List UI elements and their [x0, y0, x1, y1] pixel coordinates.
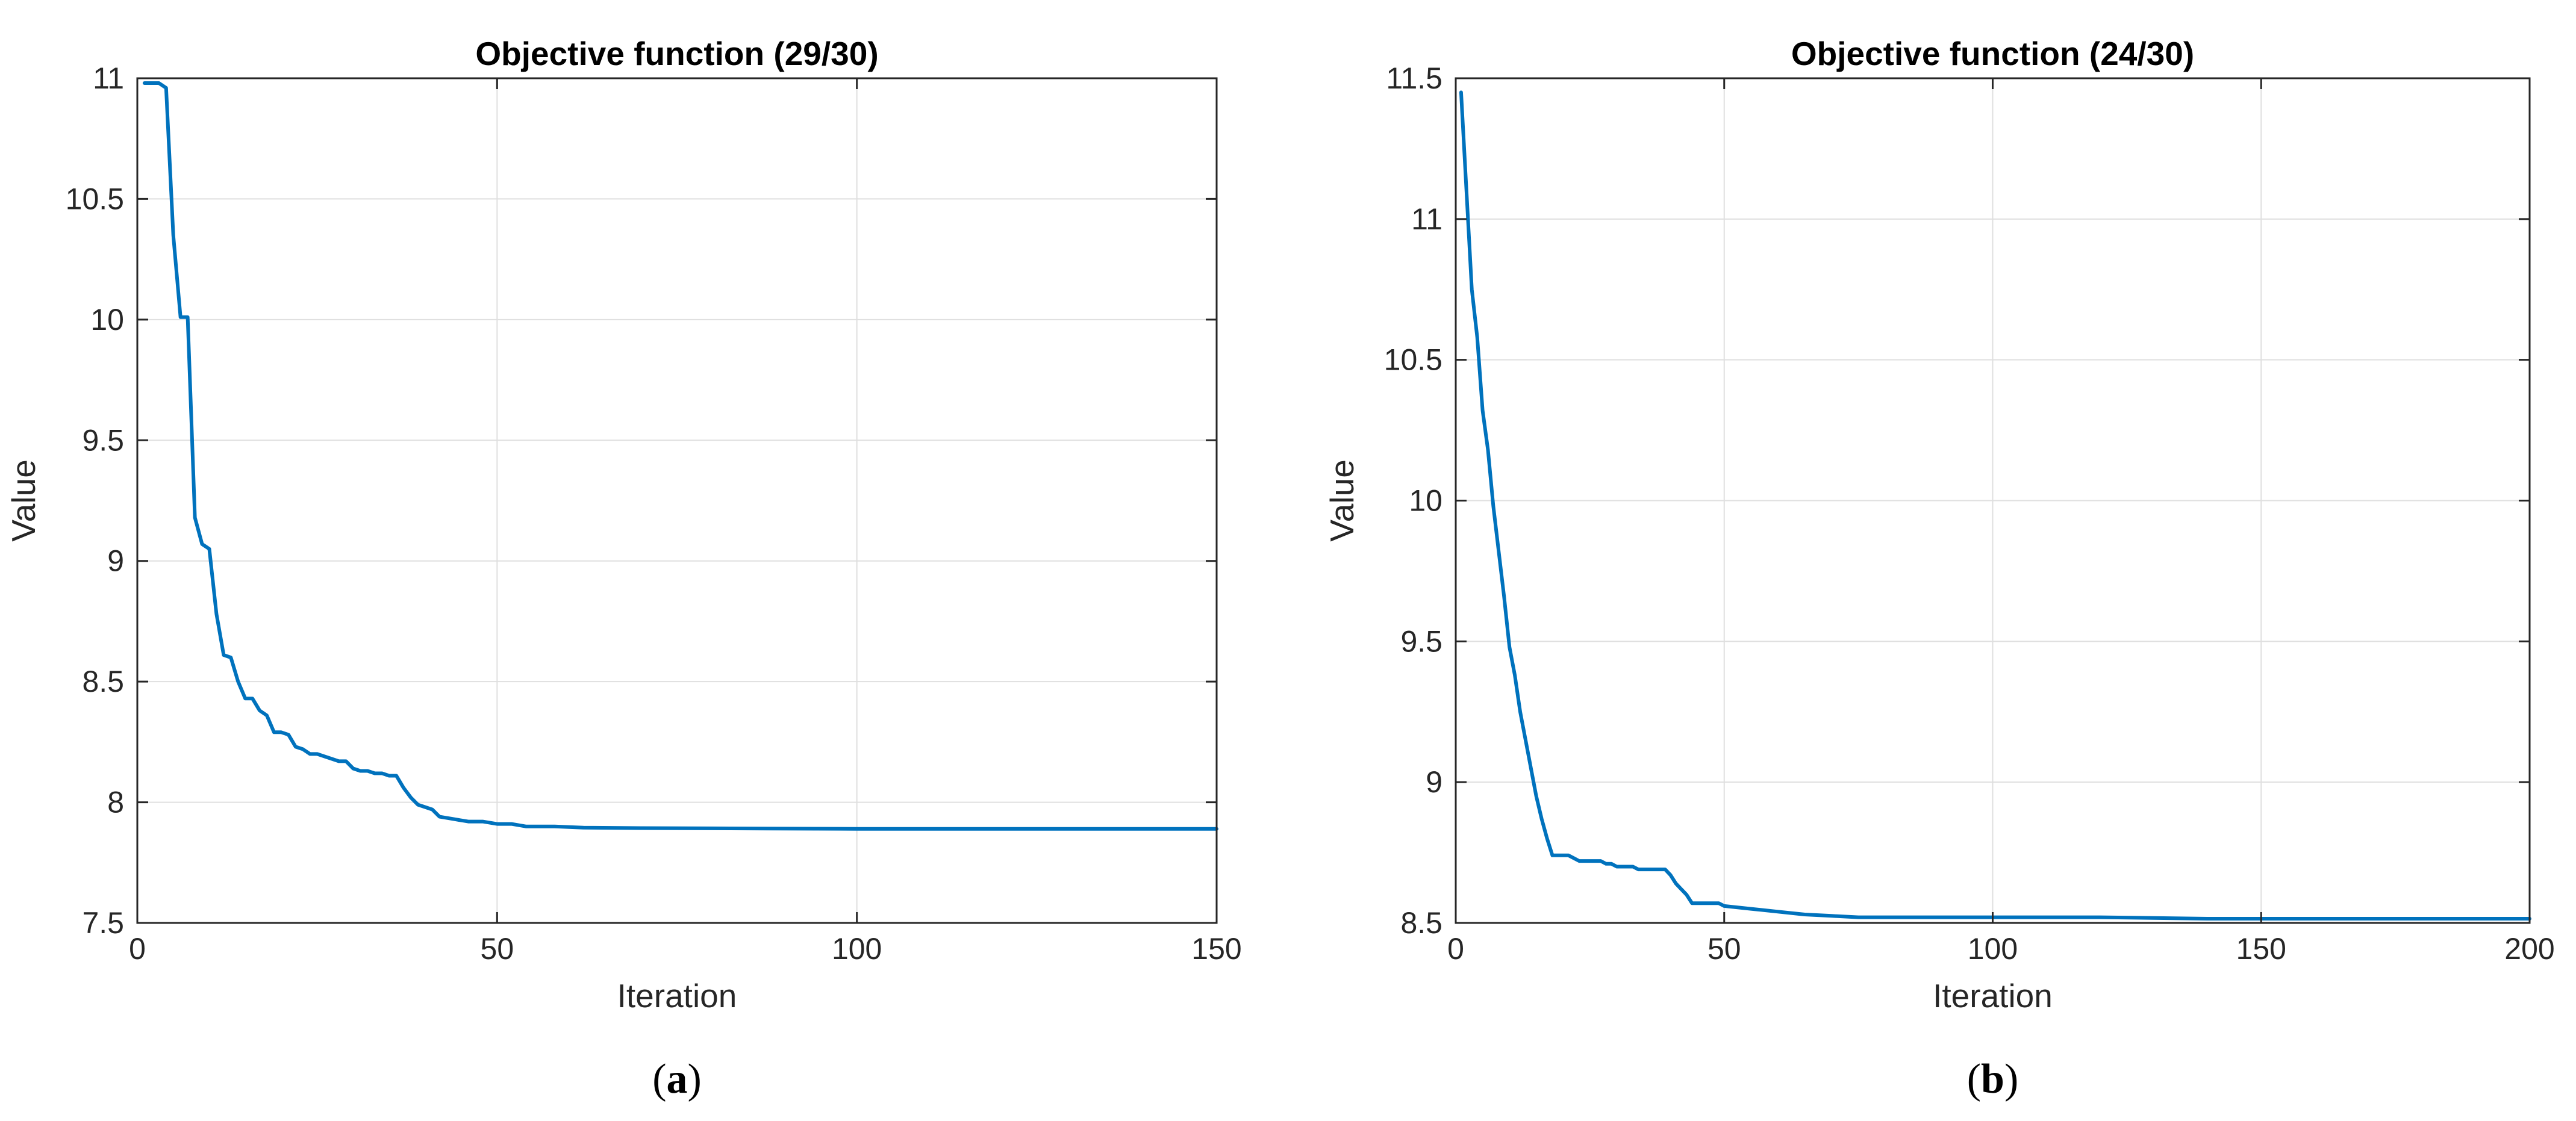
panel-a-caption: (a): [652, 1056, 702, 1102]
panel-a-axes-frame: [136, 77, 1218, 924]
panel-b-xtick-label-4: 200: [2504, 932, 2554, 966]
panel-a-ytick-label-6: 10.5: [66, 182, 124, 216]
panel-a-plot-layer: 0 50 100 150 7.5 8 8.5 9 9.5 10 10.5 11: [66, 61, 1242, 966]
panel-a-plot-area: [137, 78, 1217, 923]
panel-b-xtick-label-2: 100: [1968, 932, 2018, 966]
panel-a-xtick-label-1: 50: [481, 932, 514, 966]
panel-a-xlabel: Iteration: [617, 977, 737, 1014]
panel-b-ytick-label-2: 9.5: [1400, 624, 1442, 658]
panel-b-caption-close: ): [2004, 1056, 2018, 1102]
panel-a-ytick-label-7: 11: [93, 61, 124, 95]
panel-b-ytick-label-0: 8.5: [1400, 906, 1442, 940]
panel-a-title: Objective function (29/30): [475, 35, 878, 72]
panel-a-xtick-label-0: 0: [129, 932, 146, 966]
panel-a-ytick-label-4: 9.5: [82, 423, 124, 457]
panel-a-ytick-label-2: 8.5: [82, 665, 124, 698]
panel-b-ytick-label-3: 10: [1409, 484, 1442, 518]
panel-b-xtick-label-3: 150: [2236, 932, 2286, 966]
panel-a-ytick-label-0: 7.5: [82, 906, 124, 940]
panel-b-series-line: [1459, 90, 2531, 921]
panel-a-xtick-label-2: 100: [832, 932, 882, 966]
panel-b-xtick-label-1: 50: [1707, 932, 1741, 966]
panel-a-caption-close: ): [688, 1056, 702, 1102]
panel-b-ytick-label-1: 9: [1426, 765, 1442, 799]
panel-b-caption-letter: b: [1981, 1056, 2004, 1102]
panel-a-ytick-label-3: 9: [107, 544, 124, 578]
panel-b-ytick-label-5: 11: [1411, 202, 1442, 236]
panel-b-ylabel: Value: [1323, 459, 1361, 542]
panel-a-ylabel: Value: [5, 459, 42, 542]
panel-a-ytick-label-1: 8: [107, 786, 124, 819]
panel-a-ytick-label-5: 10: [90, 303, 124, 337]
panel-b-caption: (b): [1967, 1056, 2019, 1102]
panel-b-chart: 0 50 100 150 200 8.5 9 9.5 10 10.5 11 11.5 Objectiv…: [1323, 35, 2555, 1102]
panel-a-xtick-label-3: 150: [1191, 932, 1241, 966]
panel-a-caption-open: (: [652, 1056, 666, 1102]
panel-b-ytick-label-6: 11.5: [1386, 61, 1442, 95]
panel-a-chart: 0 50 100 150 7.5 8 8.5 9 9.5 10 10.5 11 Objective f…: [5, 35, 1242, 1102]
panel-b-xlabel: Iteration: [1933, 977, 2053, 1014]
panel-b-ytick-label-4: 10.5: [1384, 343, 1442, 377]
panel-b-plot-layer: 0 50 100 150 200 8.5 9 9.5 10 10.5 11 11.5: [1384, 61, 2555, 966]
panel-b-title: Objective function (24/30): [1791, 35, 2194, 72]
panel-a-caption-letter: a: [667, 1056, 688, 1102]
panel-a-series-line: [142, 81, 1218, 831]
panel-b-caption-open: (: [1967, 1056, 1981, 1102]
panel-b-xtick-label-0: 0: [1447, 932, 1464, 966]
